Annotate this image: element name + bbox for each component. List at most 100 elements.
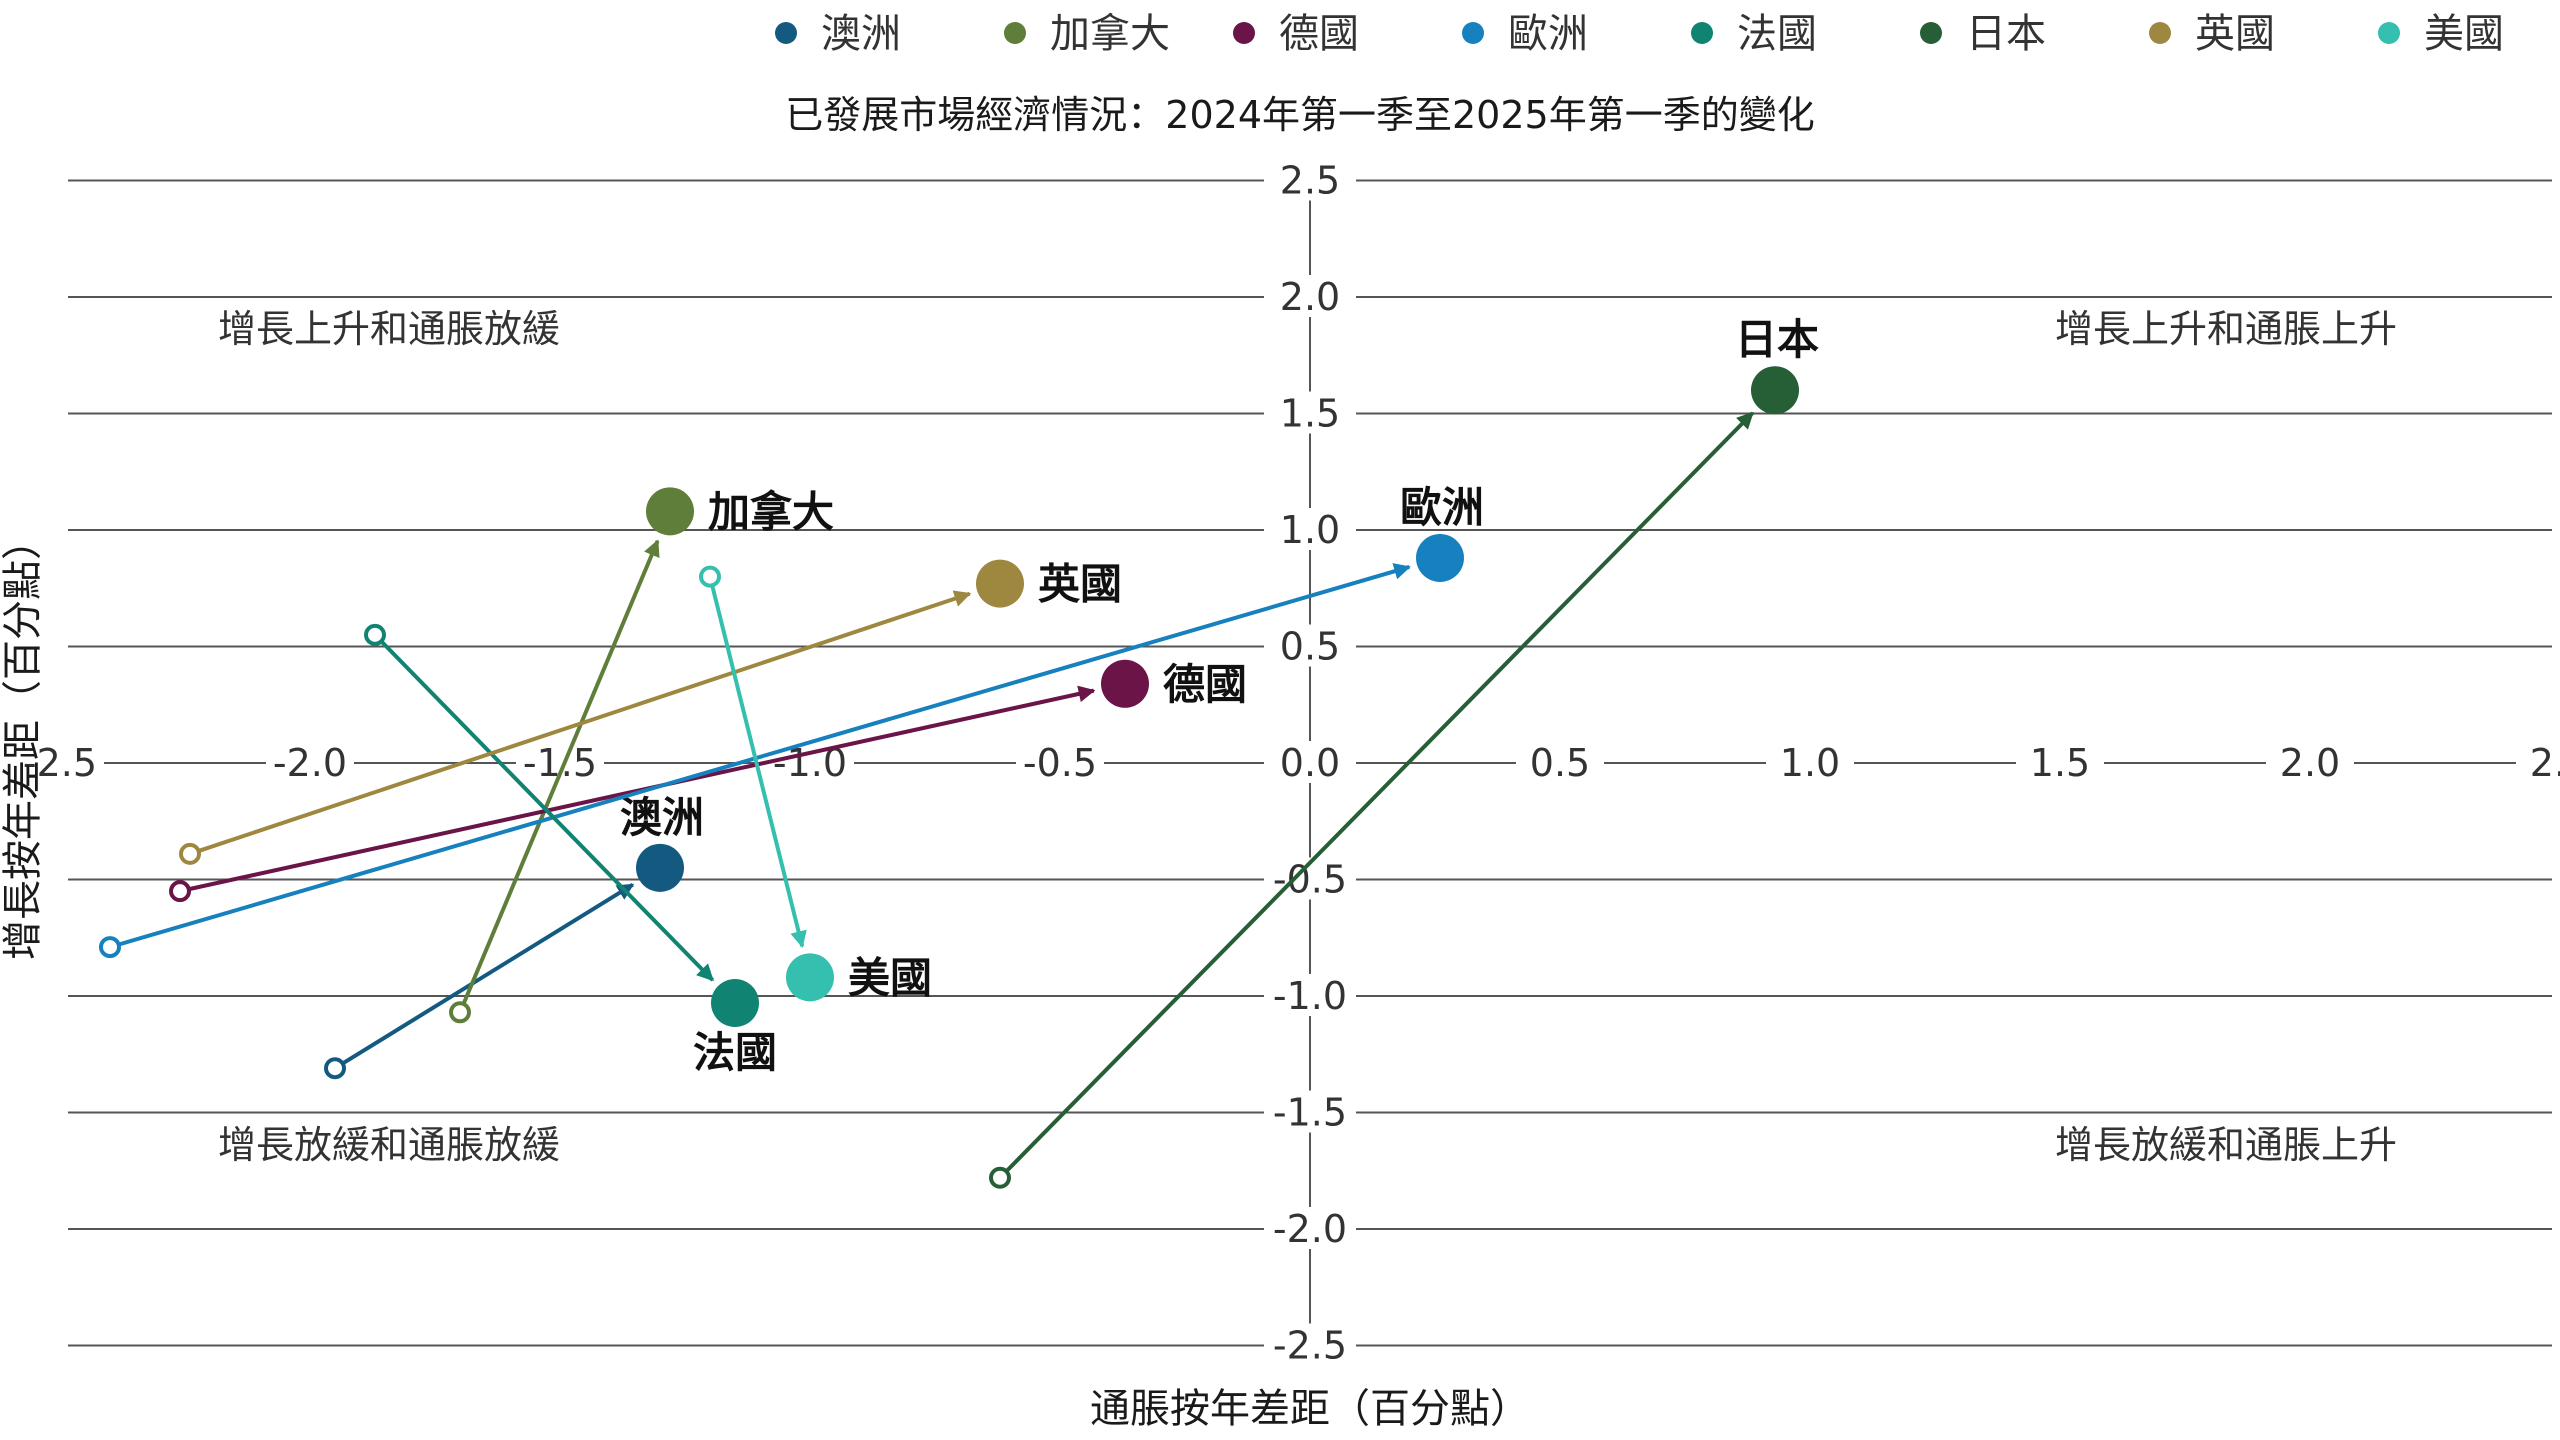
trajectory-arrow	[1005, 411, 1754, 1173]
legend-marker	[775, 22, 797, 44]
legend: 澳洲 加拿大 德國 歐洲 法國 日本 英國 美國	[775, 11, 2504, 57]
x-tick-label: 2.0	[2280, 741, 2340, 785]
x-tick-label-bg	[266, 741, 354, 783]
end-point	[1751, 366, 1799, 415]
trajectory-arrow	[462, 539, 660, 1004]
series-4: 歐洲	[99, 483, 1484, 959]
series-6: 日本	[989, 315, 1819, 1189]
trajectory-arrow	[119, 563, 1411, 947]
legend-item: 法國	[1691, 11, 1817, 57]
x-tick-label-bg	[2516, 741, 2560, 783]
trajectory-arrow	[710, 585, 807, 948]
x-tick-label-bg	[1766, 741, 1854, 783]
series-5: 法國	[364, 623, 777, 1077]
y-tick-label-bg	[1264, 275, 1356, 317]
x-axis-label: 通脹按年差距（百分點）	[1090, 1386, 1530, 1432]
legend-label: 澳洲	[821, 11, 901, 57]
x-tick-label: 2.5	[2530, 741, 2560, 785]
start-point	[699, 565, 721, 588]
quadrant-label-top-right: 增長上升和通脹上升	[2055, 307, 2397, 351]
y-tick-label-bg	[1264, 1090, 1356, 1133]
legend-marker	[1691, 22, 1713, 44]
legend-marker	[1920, 22, 1942, 44]
x-tick-label-bg	[2266, 741, 2354, 783]
legend-label: 加拿大	[1050, 11, 1170, 57]
end-point	[1416, 533, 1464, 582]
legend-label: 法國	[1737, 11, 1817, 57]
series-8: 美國	[699, 565, 932, 1002]
point-label: 美國	[848, 953, 932, 1002]
legend-marker	[1004, 22, 1026, 44]
legend-marker	[1233, 22, 1255, 44]
point-label: 法國	[693, 1028, 777, 1077]
legend-item: 歐洲	[1462, 11, 1588, 57]
x-tick-label-bg	[16, 741, 104, 783]
legend-item: 加拿大	[1004, 11, 1170, 57]
y-tick-label: -1.5	[1273, 1091, 1347, 1135]
y-tick-label: -1.0	[1273, 974, 1347, 1018]
legend-marker	[2149, 22, 2171, 44]
x-tick-label: -0.5	[1023, 741, 1097, 785]
trajectory-arrow	[198, 590, 972, 853]
legend-label: 英國	[2195, 11, 2275, 57]
end-point	[646, 487, 694, 536]
start-point	[989, 1166, 1011, 1189]
y-tick-label-bg	[1264, 974, 1356, 1016]
end-point	[1101, 659, 1149, 708]
y-tick-label: -2.0	[1273, 1207, 1347, 1251]
point-label: 澳洲	[620, 793, 704, 842]
start-point	[449, 1001, 471, 1024]
x-tick-label: -2.0	[273, 741, 347, 785]
x-tick-label-bg	[1016, 741, 1104, 783]
end-point	[636, 843, 684, 892]
start-point	[169, 880, 191, 903]
end-point	[711, 978, 759, 1027]
start-point	[324, 1057, 346, 1080]
y-tick-label-bg	[1264, 391, 1356, 434]
chart-title: 已發展市場經濟情況：2024年第一季至2025年第一季的變化	[785, 93, 1814, 137]
y-tick-label: 2.0	[1280, 275, 1340, 319]
legend-item: 澳洲	[775, 11, 901, 57]
y-tick-label: 0.0	[1280, 741, 1340, 785]
point-label: 加拿大	[708, 487, 834, 536]
x-tick-label: 0.5	[1530, 741, 1590, 785]
x-tick-label-bg	[2016, 741, 2104, 783]
legend-item: 美國	[2378, 11, 2504, 57]
y-tick-label: 0.5	[1280, 625, 1340, 669]
y-tick-label-bg	[1264, 624, 1356, 667]
y-tick-label: 2.5	[1280, 159, 1340, 203]
legend-marker	[2378, 22, 2400, 44]
point-label: 英國	[1038, 560, 1122, 609]
legend-label: 德國	[1279, 11, 1359, 57]
legend-marker	[1462, 22, 1484, 44]
legend-label: 美國	[2424, 11, 2504, 57]
x-tick-label: 1.0	[1780, 741, 1840, 785]
quadrant-label-bottom-right: 增長放緩和通脹上升	[2055, 1123, 2397, 1167]
y-axis: 2.52.01.51.00.50.0-0.5-1.0-1.5-2.0-2.5	[1264, 158, 1356, 1368]
legend-label: 歐洲	[1508, 11, 1588, 57]
x-tick-label-bg	[1516, 741, 1604, 783]
end-point	[976, 559, 1024, 608]
quadrant-label-bottom-left: 增長放緩和通脹放緩	[218, 1123, 560, 1167]
trajectory-arrow	[342, 882, 635, 1065]
x-tick-label: 1.5	[2030, 741, 2090, 785]
point-label: 德國	[1163, 660, 1247, 709]
y-tick-label-bg	[1264, 158, 1356, 201]
y-tick-label: -2.5	[1273, 1324, 1347, 1368]
series-7: 英國	[179, 559, 1122, 865]
start-point	[179, 842, 201, 865]
y-tick-label: 1.5	[1280, 392, 1340, 436]
y-tick-label-bg	[1264, 741, 1356, 783]
point-label: 歐洲	[1400, 483, 1484, 532]
y-tick-label: 1.0	[1280, 508, 1340, 552]
x-tick-label: -2.5	[23, 741, 97, 785]
y-axis-label: 增長按年差距（百分點）	[0, 520, 46, 960]
start-point	[364, 623, 386, 646]
series-2: 加拿大	[449, 487, 834, 1024]
series-1: 澳洲	[324, 793, 704, 1080]
point-label: 日本	[1735, 315, 1819, 364]
legend-item: 德國	[1233, 11, 1359, 57]
legend-label: 日本	[1966, 11, 2046, 57]
